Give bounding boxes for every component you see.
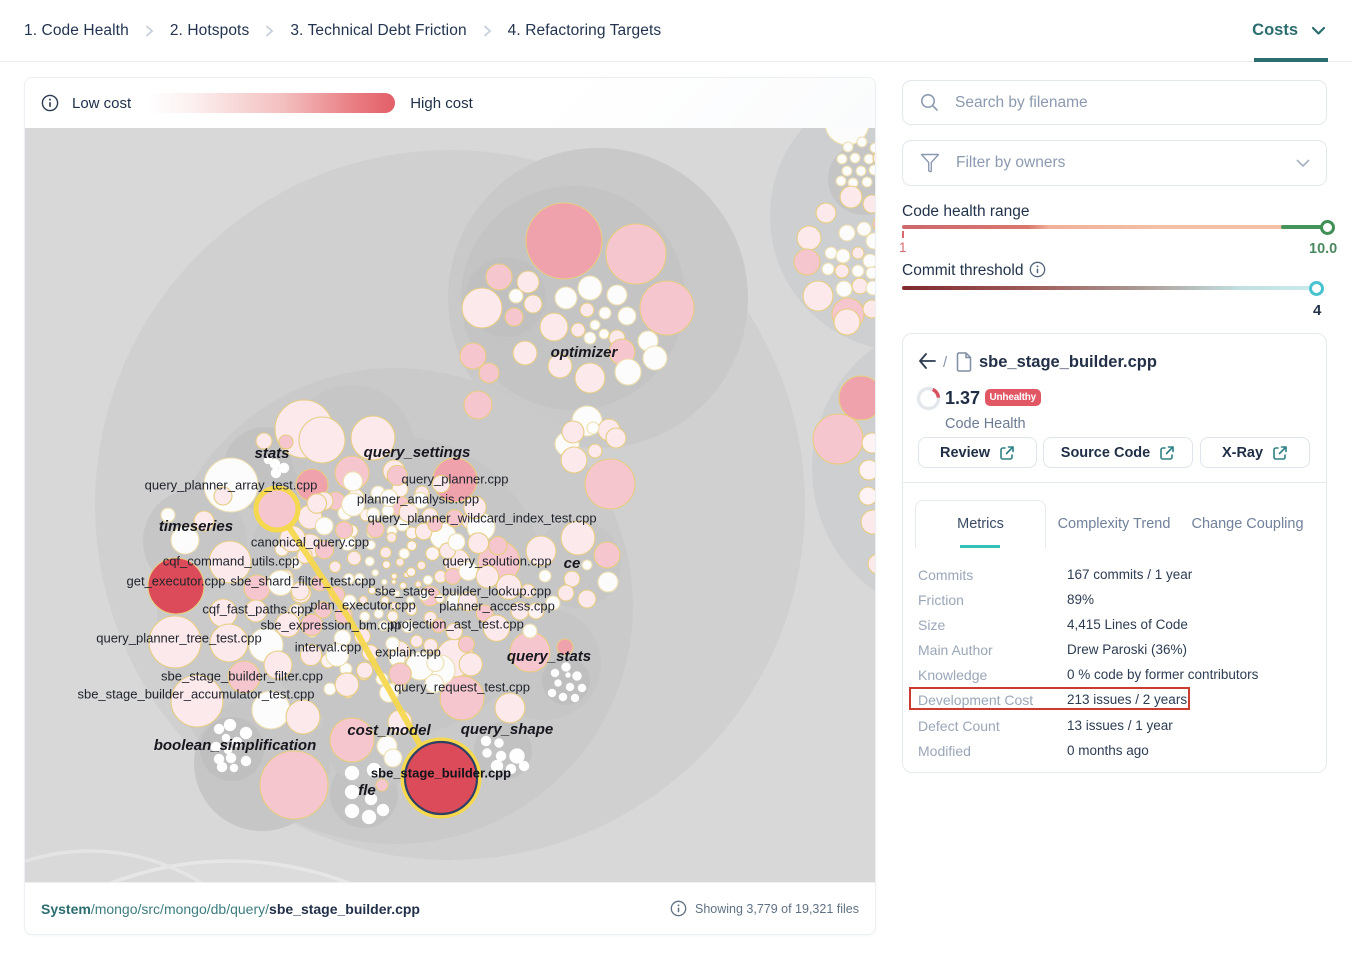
svg-text:sbe_expression_bm.cpp: sbe_expression_bm.cpp (261, 618, 402, 633)
svg-text:sbe_shard_filter_test.cpp: sbe_shard_filter_test.cpp (230, 574, 375, 589)
svg-text:sbe_stage_builder_lookup.cpp: sbe_stage_builder_lookup.cpp (375, 584, 551, 599)
svg-text:cost_model: cost_model (347, 722, 431, 739)
svg-text:query_planner.cpp: query_planner.cpp (402, 472, 509, 487)
svg-text:planner_access.cpp: planner_access.cpp (439, 599, 555, 614)
svg-text:sbe_stage_builder_accumulator_: sbe_stage_builder_accumulator_test.cpp (77, 687, 314, 702)
svg-text:query_stats: query_stats (507, 648, 591, 665)
svg-text:ce: ce (564, 555, 581, 572)
svg-text:stats: stats (254, 445, 289, 462)
svg-text:cqf_fast_paths.cpp: cqf_fast_paths.cpp (202, 602, 311, 617)
svg-text:query_planner_wildcard_index_t: query_planner_wildcard_index_test.cpp (367, 511, 596, 526)
svg-text:planner_analysis.cpp: planner_analysis.cpp (357, 492, 479, 507)
svg-text:query_planner_array_test.cpp: query_planner_array_test.cpp (145, 478, 318, 493)
svg-text:query_planner_tree_test.cpp: query_planner_tree_test.cpp (96, 631, 262, 646)
svg-text:sbe_stage_builder_filter.cpp: sbe_stage_builder_filter.cpp (161, 669, 323, 684)
svg-text:query_shape: query_shape (461, 721, 554, 738)
svg-text:cqf_command_utils.cpp: cqf_command_utils.cpp (163, 554, 300, 569)
svg-text:plan_executor.cpp: plan_executor.cpp (310, 598, 416, 613)
svg-text:optimizer: optimizer (551, 344, 619, 361)
svg-text:fle: fle (358, 782, 376, 799)
svg-text:get_executor.cpp: get_executor.cpp (126, 574, 225, 589)
svg-text:projection_ast_test.cpp: projection_ast_test.cpp (390, 617, 524, 632)
svg-text:query_solution.cpp: query_solution.cpp (442, 554, 551, 569)
svg-text:sbe_stage_builder.cpp: sbe_stage_builder.cpp (371, 766, 511, 781)
svg-text:interval.cpp: interval.cpp (295, 640, 361, 655)
svg-text:boolean_simplification: boolean_simplification (154, 737, 317, 754)
svg-text:timeseries: timeseries (159, 518, 233, 535)
svg-text:explain.cpp: explain.cpp (375, 645, 441, 660)
svg-text:query_settings: query_settings (364, 444, 471, 461)
svg-text:canonical_query.cpp: canonical_query.cpp (251, 535, 369, 550)
svg-text:query_request_test.cpp: query_request_test.cpp (394, 680, 530, 695)
